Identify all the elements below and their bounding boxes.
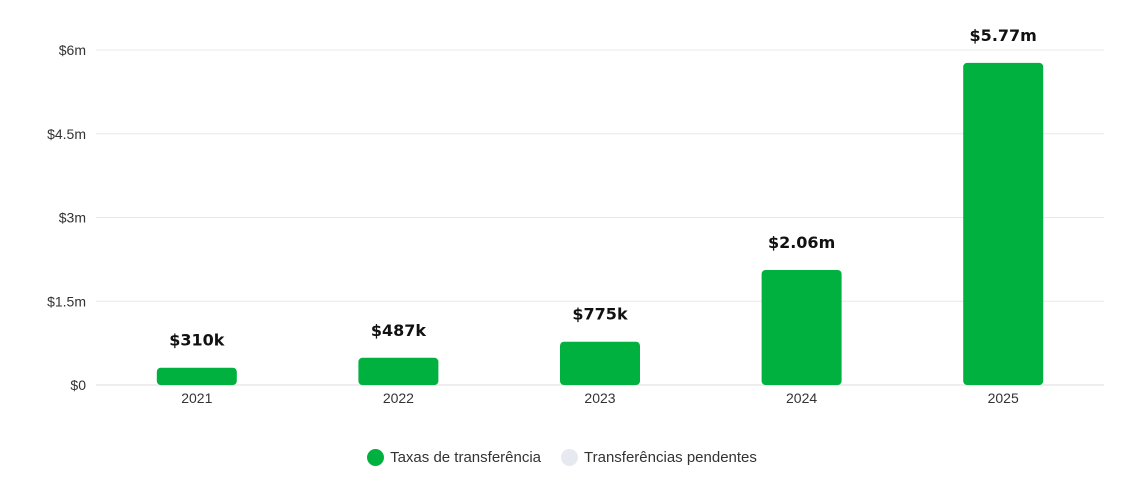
legend-label-transfer-fees: Taxas de transferência: [390, 449, 542, 466]
legend-label-pending-transfers: Transferências pendentes: [584, 449, 757, 466]
data-label-2025: $5.77m: [970, 26, 1037, 45]
bar-2025[interactable]: [963, 62, 1044, 385]
x-tick-label-2025: 2025: [988, 390, 1019, 406]
x-tick-label-2021: 2021: [181, 390, 212, 406]
data-label-2024: $2.06m: [768, 233, 835, 252]
y-tick-label: $3m: [59, 210, 86, 226]
data-label-2021: $310k: [169, 331, 225, 350]
x-axis: 2021 2022 2023 2024 2025: [181, 390, 1019, 406]
legend-item-transfer-fees[interactable]: Taxas de transferência: [367, 449, 541, 466]
y-tick-label: $4.5m: [47, 126, 86, 142]
y-tick-label: $6m: [59, 42, 86, 58]
legend-item-pending-transfers[interactable]: Transferências pendentes: [561, 449, 757, 466]
legend-swatch-pending-transfers: [561, 449, 579, 466]
y-tick-label: $1.5m: [47, 293, 86, 309]
bar-2022[interactable]: [358, 357, 439, 385]
bars: [156, 62, 1044, 385]
y-axis: $0 $1.5m $3m $4.5m $6m: [47, 42, 86, 393]
x-tick-label-2022: 2022: [383, 390, 414, 406]
data-labels: $310k $487k $775k $2.06m $5.77m: [169, 26, 1037, 350]
bar-2024[interactable]: [761, 269, 842, 385]
x-tick-label-2023: 2023: [584, 390, 615, 406]
bar-2021[interactable]: [156, 367, 237, 385]
data-label-2023: $775k: [572, 305, 628, 324]
bar-2023[interactable]: [560, 341, 640, 385]
bar-chart: $0 $1.5m $3m $4.5m $6m $310k $487k $775k $2.06m…: [47, 26, 1104, 406]
legend: Taxas de transferência Transferências pe…: [0, 449, 1124, 466]
y-tick-label: $0: [70, 377, 86, 393]
grid-lines: [96, 49, 1104, 386]
data-label-2022: $487k: [371, 321, 427, 340]
legend-swatch-transfer-fees: [367, 449, 385, 466]
x-tick-label-2024: 2024: [786, 390, 817, 406]
